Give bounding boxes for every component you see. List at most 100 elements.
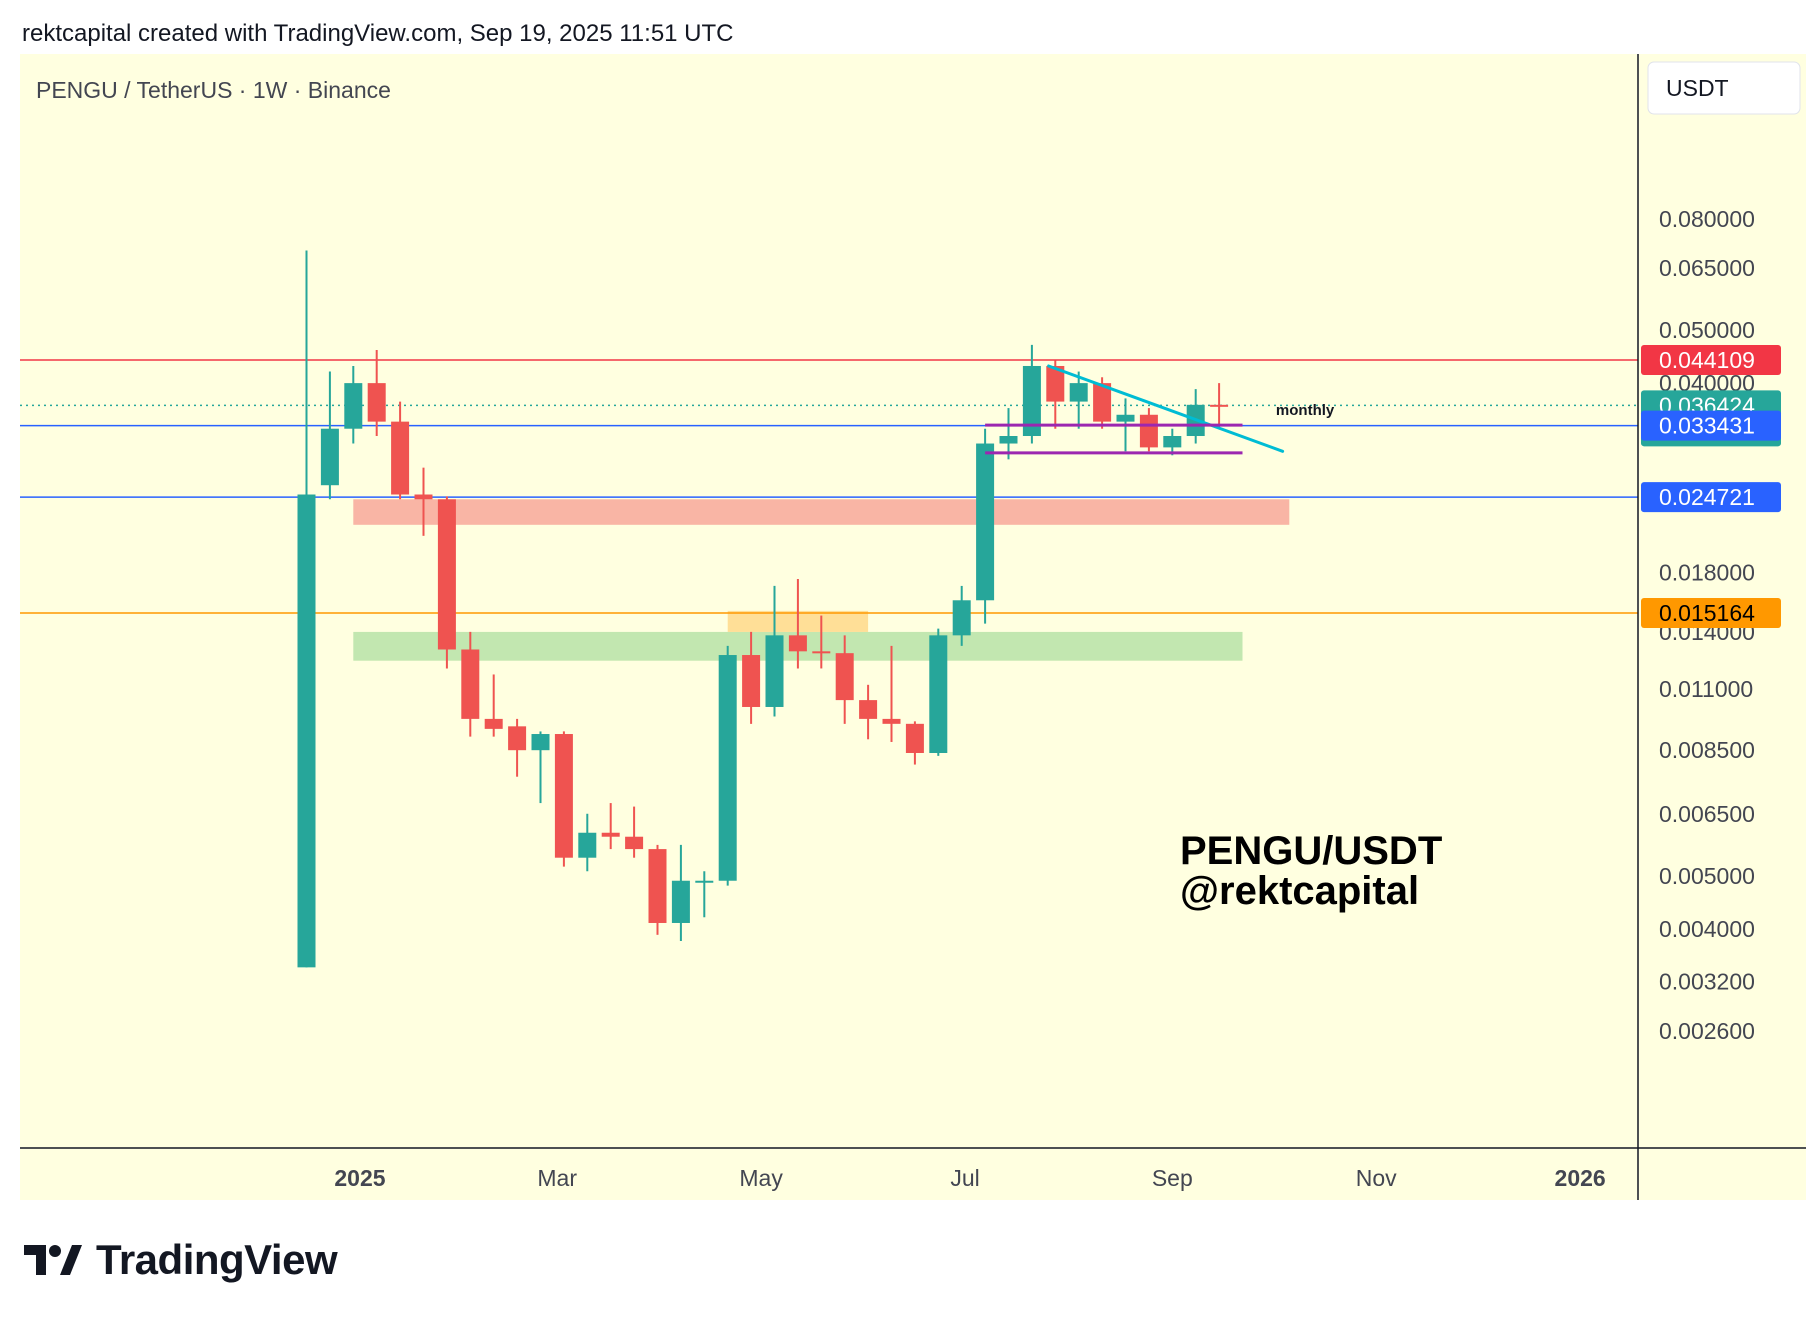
time-axis: 2025 Mar May Jul Sep Nov 2026 xyxy=(334,1165,1605,1191)
time-tick-label: May xyxy=(739,1165,783,1191)
candle-body xyxy=(671,880,690,923)
bullish-candle xyxy=(1163,428,1182,456)
bearish-candle xyxy=(437,496,456,669)
time-tick-label: Sep xyxy=(1152,1165,1193,1191)
candle-body xyxy=(1210,404,1229,407)
time-tick-label: 2025 xyxy=(334,1165,385,1191)
candle-body xyxy=(601,832,620,837)
bullish-candle xyxy=(976,428,995,624)
bearish-candle xyxy=(367,349,386,437)
bullish-candle xyxy=(671,844,690,941)
bullish-candle xyxy=(718,645,737,886)
bullish-candle xyxy=(344,365,363,444)
candle-body xyxy=(976,443,995,601)
bearish-candle xyxy=(1139,408,1158,452)
descending-trendline xyxy=(1047,364,1285,453)
candle-body xyxy=(484,718,503,729)
candle-body xyxy=(508,726,527,751)
price-tick-label: 0.005000 xyxy=(1659,863,1755,889)
candle-body xyxy=(320,428,339,486)
candle-body xyxy=(1163,436,1182,448)
price-tag-bg xyxy=(1641,482,1781,513)
time-tick-label: 2026 xyxy=(1555,1165,1606,1191)
candle-body xyxy=(1069,383,1088,402)
price-tag-bg xyxy=(1641,410,1781,441)
symbol-title: PENGU / TetherUS · 1W · Binance xyxy=(36,77,391,103)
price-tag-bg xyxy=(1641,598,1781,628)
bearish-candle xyxy=(648,844,667,935)
candle-body xyxy=(1046,365,1065,402)
price-tick-label: 0.065000 xyxy=(1659,255,1755,281)
candle-body xyxy=(765,635,784,707)
price-tick-label: 0.006500 xyxy=(1659,801,1755,827)
candle-body xyxy=(742,655,761,707)
monthly-label: monthly xyxy=(1276,402,1335,419)
tradingview-brand: TradingView xyxy=(24,1236,338,1284)
currency-button-label: USDT xyxy=(1666,75,1729,101)
bullish-candle xyxy=(929,628,948,756)
watermark-handle: @rektcapital xyxy=(1180,869,1419,913)
price-tick-label: 0.018000 xyxy=(1659,559,1755,585)
price-tag-bg xyxy=(1641,344,1781,375)
time-tick-label: Jul xyxy=(950,1165,979,1191)
candle-body xyxy=(578,832,597,858)
candle-body xyxy=(999,436,1018,444)
price-tag-label: 0.044109 xyxy=(1659,347,1755,373)
bullish-candle xyxy=(578,813,597,872)
bearish-candle xyxy=(905,721,924,765)
time-tick-label: Mar xyxy=(537,1165,577,1191)
bearish-candle xyxy=(812,615,831,669)
candle-body xyxy=(952,600,971,636)
bullish-candle xyxy=(952,585,971,646)
candle-body xyxy=(367,383,386,422)
candle-body xyxy=(437,499,456,650)
price-tick-label: 0.011000 xyxy=(1659,676,1753,702)
candle-body xyxy=(297,494,316,968)
candle-body xyxy=(1093,383,1112,422)
price-tick-label: 0.080000 xyxy=(1659,206,1755,232)
candle-body xyxy=(859,700,878,719)
candle-body xyxy=(625,836,644,850)
bullish-candle xyxy=(695,871,714,918)
price-tag: 0.044109 xyxy=(1641,344,1781,375)
candle-body xyxy=(695,880,714,883)
candle-body xyxy=(554,734,573,858)
chart-background xyxy=(20,54,1806,1200)
currency-button[interactable]: USDT xyxy=(1647,61,1801,115)
bearish-candle xyxy=(1210,383,1229,429)
time-tick-label: Nov xyxy=(1356,1165,1397,1191)
bullish-candle xyxy=(297,250,316,968)
bearish-candle xyxy=(391,401,410,500)
bullish-candle xyxy=(999,408,1018,460)
candle-body xyxy=(835,653,854,701)
bearish-candle xyxy=(461,631,480,737)
price-tick-label: 0.002600 xyxy=(1659,1018,1755,1044)
bearish-candle xyxy=(625,806,644,858)
candle-body xyxy=(788,635,807,652)
bearish-candle xyxy=(742,631,761,724)
chart-caption: rektcapital created with TradingView.com… xyxy=(22,20,734,47)
price-tick-label: 0.050000 xyxy=(1659,317,1755,343)
bullish-candle xyxy=(765,585,784,717)
candle-body xyxy=(531,734,550,751)
currency-button-bg xyxy=(1647,61,1801,115)
price-tag-label: 0.024721 xyxy=(1659,484,1755,510)
candle-body xyxy=(882,718,901,724)
price-tag-label: 0.015164 xyxy=(1659,600,1755,626)
candle-body xyxy=(1022,365,1041,437)
candle-body xyxy=(391,421,410,495)
price-tag-label: 0.033431 xyxy=(1659,413,1755,439)
bearish-candle xyxy=(554,731,573,867)
candle-body xyxy=(344,383,363,429)
bullish-candle xyxy=(320,371,339,500)
candle-body xyxy=(718,655,737,881)
bullish-candle xyxy=(531,731,550,804)
price-tick-label: 0.008500 xyxy=(1659,737,1755,763)
bearish-candle xyxy=(414,467,433,536)
bearish-candle xyxy=(1046,360,1065,429)
tradingview-logo-icon xyxy=(24,1245,82,1275)
candle-body xyxy=(812,651,831,654)
price-tick-label: 0.004000 xyxy=(1659,916,1755,942)
price-tag: 0.033431 xyxy=(1641,410,1781,441)
